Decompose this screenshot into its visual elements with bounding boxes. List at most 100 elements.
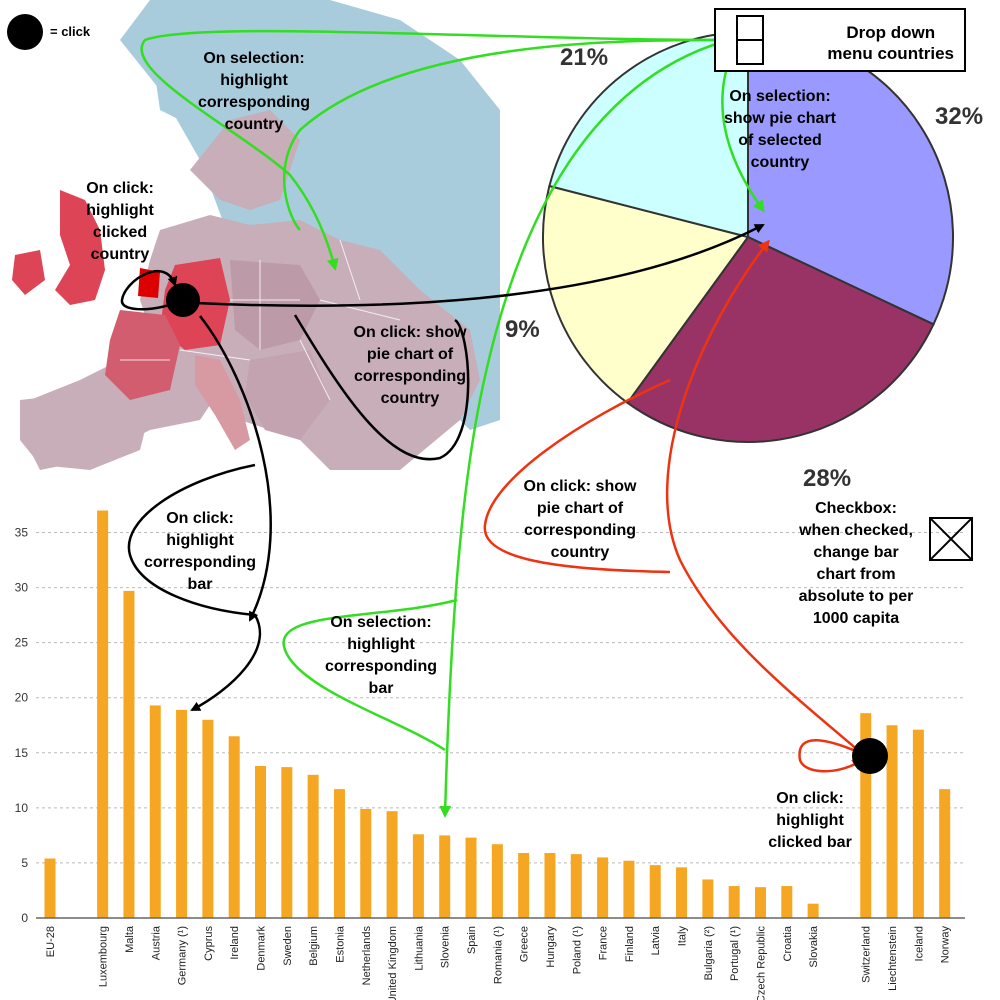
annotation-line: country xyxy=(90,246,150,263)
legend-label: = click xyxy=(50,24,91,39)
x-tick-label: Iceland xyxy=(913,926,925,961)
bar-eu-28[interactable] xyxy=(44,858,56,918)
bar-belgium[interactable] xyxy=(307,774,319,918)
annotation-line: highlight xyxy=(166,532,234,549)
bar-czech-republic[interactable] xyxy=(754,887,766,918)
annotation-line: corresponding xyxy=(353,368,466,385)
annotation-line: clicked xyxy=(92,224,148,241)
bar-bulgaria[interactable] xyxy=(702,879,714,918)
annotation-line: bar xyxy=(368,680,394,697)
x-tick-label: Germany (¹) xyxy=(177,926,189,985)
bar-cyprus[interactable] xyxy=(202,719,214,918)
annotation-line: highlight xyxy=(776,812,844,829)
arrow-dropdown-to-map xyxy=(140,29,723,271)
bar-spain[interactable] xyxy=(465,837,477,918)
annotation-map-click: On click: highlight clicked country xyxy=(65,178,175,266)
x-tick-label: Ireland xyxy=(229,926,241,960)
bar-netherlands[interactable] xyxy=(360,808,372,918)
bar-lithuania[interactable] xyxy=(412,834,424,918)
bar-slovakia[interactable] xyxy=(807,903,819,918)
annotation-line: absolute to per xyxy=(798,588,914,605)
bar-austria[interactable] xyxy=(149,705,161,918)
bar-ireland[interactable] xyxy=(228,736,240,918)
bar-switzerland[interactable] xyxy=(860,713,872,918)
bar-sweden[interactable] xyxy=(281,767,293,918)
x-tick-label: Austria xyxy=(150,925,162,960)
annotation-line: country xyxy=(750,154,810,171)
bar-united-kingdom[interactable] xyxy=(386,811,398,918)
annotation-dropdown-to-bar: On selection: highlight corresponding ba… xyxy=(313,612,449,700)
bar-romania[interactable] xyxy=(491,844,503,918)
bar-chart-y-ticks: 0 5 10 15 20 25 30 35 xyxy=(15,526,29,925)
x-tick-label: Bulgaria (²) xyxy=(703,926,715,980)
annotation-line: corresponding xyxy=(197,94,310,111)
bar-estonia[interactable] xyxy=(333,789,345,918)
per-capita-checkbox[interactable] xyxy=(929,517,973,561)
bar-slovenia[interactable] xyxy=(439,835,451,918)
map-iberia xyxy=(20,390,150,470)
bar-france[interactable] xyxy=(597,857,609,918)
annotation-line: corresponding xyxy=(523,522,636,539)
x-tick-label: Spain xyxy=(466,926,478,954)
x-tick-label: Poland (¹) xyxy=(571,926,583,974)
bar-iceland[interactable] xyxy=(912,729,924,918)
pie-slice-2[interactable] xyxy=(542,184,750,405)
bar-malta[interactable] xyxy=(123,590,135,918)
click-dot-map[interactable] xyxy=(166,283,200,317)
annotation-line: show pie chart xyxy=(723,110,837,127)
bar-portugal[interactable] xyxy=(728,886,740,918)
bar-luxembourg[interactable] xyxy=(97,510,109,918)
annotation-line: country xyxy=(224,116,284,133)
y-tick-label: 0 xyxy=(21,911,28,925)
x-tick-label: France xyxy=(598,926,610,960)
x-tick-label: Slovenia xyxy=(440,925,452,968)
annotation-line: change bar xyxy=(813,544,899,561)
countries-dropdown[interactable]: Drop down menu countries xyxy=(714,8,966,72)
arrow-map-click-loop xyxy=(120,269,184,311)
y-tick-label: 15 xyxy=(15,746,29,760)
bar-greece[interactable] xyxy=(518,853,530,918)
x-tick-label: Italy xyxy=(677,926,689,947)
bar-hungary[interactable] xyxy=(544,853,556,918)
bar-liechtenstein[interactable] xyxy=(886,725,898,918)
x-tick-label: Sweden xyxy=(282,926,294,966)
bar-denmark[interactable] xyxy=(255,766,267,918)
x-tick-label: EU-28 xyxy=(45,926,57,957)
bar-italy[interactable] xyxy=(676,867,688,918)
y-tick-label: 5 xyxy=(21,856,28,870)
annotation-bar-to-pie: On click: show pie chart of correspondin… xyxy=(510,476,650,564)
x-tick-label: Norway xyxy=(940,926,952,964)
europe-map[interactable] xyxy=(12,0,500,470)
annotation-line: On click: xyxy=(166,510,234,527)
annotation-line: corresponding xyxy=(324,658,437,675)
annotation-bar-click: On click: highlight clicked bar xyxy=(750,788,870,854)
annotation-line: On click: show xyxy=(353,324,467,341)
bar-finland[interactable] xyxy=(623,860,635,918)
x-tick-label: Romania (¹) xyxy=(492,926,504,984)
y-tick-label: 20 xyxy=(15,691,29,705)
bar-germany[interactable] xyxy=(176,709,188,918)
annotation-line: corresponding xyxy=(143,554,256,571)
annotation-line: On click: xyxy=(86,180,154,197)
y-tick-label: 25 xyxy=(15,636,29,650)
pie-chart[interactable] xyxy=(542,30,954,443)
bar-croatia[interactable] xyxy=(781,886,793,918)
y-tick-label: 35 xyxy=(15,526,29,540)
map-italy xyxy=(195,355,250,450)
annotation-map-to-pie: On click: show pie chart of correspondin… xyxy=(340,322,480,410)
annotation-line: 1000 capita xyxy=(812,610,900,627)
bar-norway[interactable] xyxy=(939,789,951,918)
click-dot-bar[interactable] xyxy=(852,738,888,774)
map-balkans xyxy=(245,350,330,440)
bar-chart: 0 5 10 15 20 25 30 35 EU-28 Luxembourg Malta Austr… xyxy=(15,510,965,1000)
annotation-line: pie chart of xyxy=(536,500,624,517)
annotation-line: highlight xyxy=(347,636,415,653)
annotation-line: bar xyxy=(187,576,213,593)
annotation-line: highlight xyxy=(86,202,154,219)
x-tick-label: Lithuania xyxy=(413,925,425,971)
bar-latvia[interactable] xyxy=(649,865,661,918)
bar-poland[interactable] xyxy=(570,854,582,918)
annotation-map-selection: On selection: highlight corresponding co… xyxy=(189,48,319,136)
annotation-dropdown-to-pie: On selection: show pie chart of selected… xyxy=(712,86,848,174)
pie-slice-1[interactable] xyxy=(626,235,935,443)
